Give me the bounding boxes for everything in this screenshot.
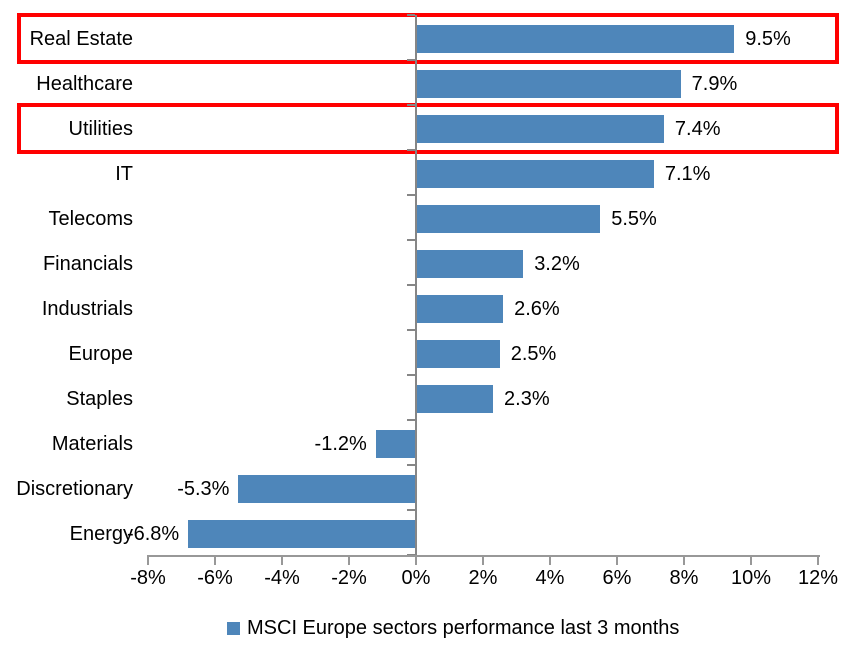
x-tick-label: 10%	[730, 567, 772, 589]
value-axis-tick	[214, 555, 216, 565]
bar-value-label: 2.5%	[510, 343, 557, 365]
bar	[188, 520, 416, 548]
category-label: Utilities	[68, 118, 133, 140]
bar-value-label: 7.1%	[664, 163, 711, 185]
category-label: Healthcare	[36, 73, 133, 95]
x-tick-label: 4%	[535, 567, 565, 589]
category-label: Financials	[42, 253, 133, 275]
value-axis-tick	[147, 555, 149, 565]
value-axis-tick	[750, 555, 752, 565]
x-tick-label: 0%	[401, 567, 431, 589]
value-axis-tick	[415, 555, 417, 565]
bar-value-label: 2.3%	[504, 388, 550, 410]
category-label: Telecoms	[48, 208, 133, 230]
category-label: Industrials	[41, 298, 133, 320]
bar	[416, 250, 524, 278]
category-axis-tick	[407, 464, 415, 466]
x-tick-label: 6%	[602, 567, 632, 589]
bar-value-label: 5.5%	[611, 208, 657, 230]
category-label: Europe	[68, 343, 134, 365]
legend-label: MSCI Europe sectors performance last 3 m…	[247, 617, 680, 639]
bar-value-label: -5.3%	[177, 478, 230, 500]
bar	[416, 295, 504, 323]
value-axis-tick	[683, 555, 685, 565]
value-axis-tick	[482, 555, 484, 565]
x-tick-label: -8%	[130, 567, 166, 589]
x-tick-label: -2%	[331, 567, 367, 589]
bar	[416, 340, 500, 368]
value-axis-tick	[817, 555, 819, 565]
x-tick-label: -6%	[197, 567, 233, 589]
category-label: Real Estate	[29, 28, 133, 50]
bar-value-label: 2.6%	[514, 298, 560, 320]
category-axis-tick	[407, 509, 415, 511]
bar	[416, 205, 601, 233]
legend: MSCI Europe sectors performance last 3 m…	[227, 617, 679, 640]
category-axis-tick	[407, 374, 415, 376]
value-axis-tick	[348, 555, 350, 565]
category-axis-tick	[407, 149, 415, 151]
category-axis-tick	[407, 284, 415, 286]
bar-value-label: 7.9%	[691, 73, 738, 95]
category-axis-tick	[407, 239, 415, 241]
bar	[416, 160, 654, 188]
bar	[416, 25, 735, 53]
value-axis-tick	[616, 555, 618, 565]
highlight-box	[17, 103, 839, 154]
bar-value-label: -1.2%	[314, 433, 367, 455]
category-label: Materials	[51, 433, 133, 455]
bar	[416, 385, 494, 413]
bar-value-label: 7.4%	[674, 118, 721, 140]
bar	[375, 430, 416, 458]
bar	[416, 70, 681, 98]
x-tick-label: 2%	[468, 567, 498, 589]
highlight-box	[17, 13, 839, 64]
category-label: Discretionary	[16, 478, 133, 500]
x-tick-label: 8%	[669, 567, 699, 589]
category-axis-tick	[407, 59, 415, 61]
category-axis-tick	[407, 419, 415, 421]
legend-swatch	[227, 622, 240, 635]
bar-value-label: -6.8%	[126, 523, 180, 545]
category-axis-tick	[407, 104, 415, 106]
category-axis-tick	[407, 194, 415, 196]
value-axis-line	[148, 555, 820, 557]
x-tick-label: 12%	[797, 567, 839, 589]
bar-value-label: 3.2%	[534, 253, 580, 275]
value-axis-tick	[281, 555, 283, 565]
bar	[238, 475, 416, 503]
bar-value-label: 9.5%	[745, 28, 791, 50]
category-label: IT	[115, 163, 133, 185]
x-tick-label: -4%	[264, 567, 300, 589]
category-label: Staples	[66, 388, 133, 410]
value-axis-tick	[549, 555, 551, 565]
bar	[416, 115, 664, 143]
category-axis-tick	[407, 329, 415, 331]
category-label: Energy	[69, 523, 133, 545]
category-axis-tick	[407, 14, 415, 16]
category-axis-line	[415, 15, 417, 555]
